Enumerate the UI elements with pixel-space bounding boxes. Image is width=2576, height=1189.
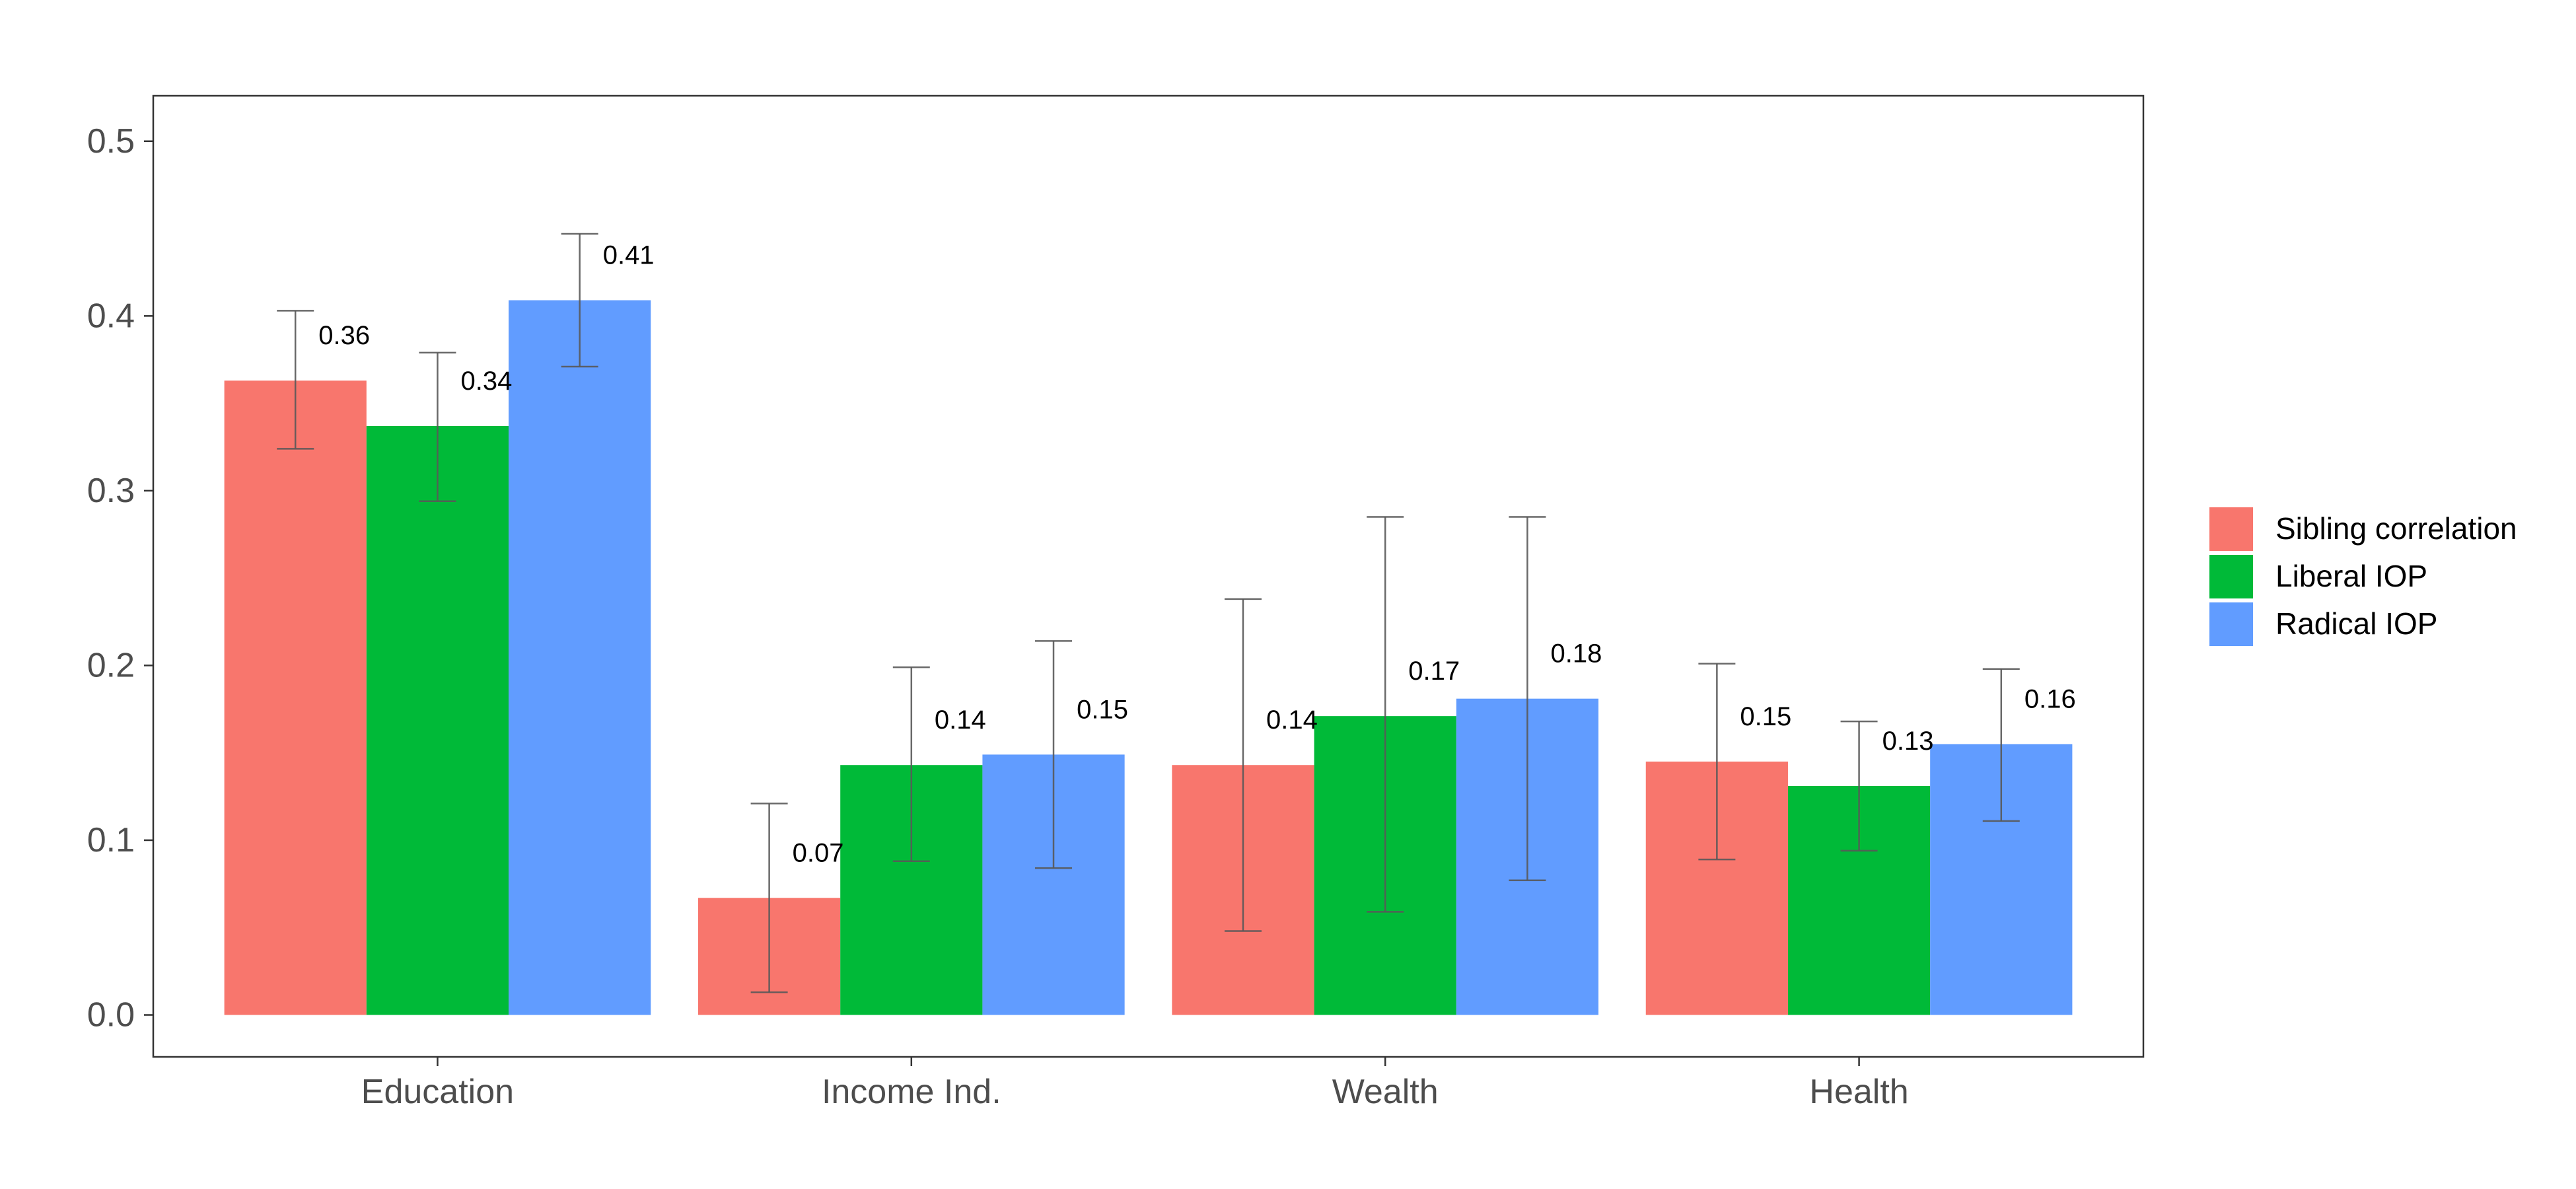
x-axis: Education Income Ind. Wealth Health bbox=[361, 1057, 1909, 1111]
data-label: 0.07 bbox=[793, 838, 844, 867]
data-label: 0.16 bbox=[2024, 684, 2076, 713]
error-bar bbox=[277, 310, 314, 450]
legend-key bbox=[2209, 507, 2253, 551]
legend-label: Sibling correlation bbox=[2275, 511, 2517, 546]
error-bar bbox=[750, 803, 788, 993]
data-label: 0.36 bbox=[318, 321, 370, 350]
y-tick-label: 0.4 bbox=[87, 297, 135, 335]
error-bar bbox=[892, 666, 930, 862]
bar bbox=[366, 425, 509, 1015]
data-label: 0.41 bbox=[603, 241, 655, 270]
data-label: 0.17 bbox=[1408, 657, 1460, 686]
y-axis: 0.0 0.1 0.2 0.3 0.4 0.5 bbox=[87, 122, 153, 1034]
data-label: 0.14 bbox=[935, 705, 986, 735]
data-label: 0.15 bbox=[1077, 695, 1128, 724]
data-label: 0.15 bbox=[1740, 702, 1791, 731]
error-bar bbox=[1509, 516, 1546, 882]
error-bar bbox=[1698, 663, 1736, 861]
error-bar bbox=[1982, 668, 2020, 822]
x-tick-label: Wealth bbox=[1332, 1073, 1439, 1111]
x-tick-label: Income Ind. bbox=[822, 1073, 1001, 1111]
bar bbox=[509, 300, 651, 1015]
data-label: 0.18 bbox=[1550, 639, 1602, 668]
error-bar bbox=[1035, 640, 1073, 869]
y-tick-label: 0.2 bbox=[87, 646, 135, 684]
error-bar bbox=[1224, 598, 1262, 932]
y-tick-label: 0.1 bbox=[87, 821, 135, 859]
plot-panel-border bbox=[152, 94, 2145, 1058]
y-tick-label: 0.5 bbox=[87, 122, 135, 161]
error-bar bbox=[1367, 516, 1404, 913]
x-tick-label: Education bbox=[361, 1073, 514, 1111]
data-labels-layer: 0.36 0.07 0.14 0.15 0.34 0.14 0.17 0.13 0.41 0.15… bbox=[318, 241, 2075, 868]
error-bars-layer bbox=[277, 233, 2020, 993]
y-tick-label: 0.0 bbox=[87, 996, 135, 1034]
bar bbox=[224, 380, 367, 1015]
legend: Sibling correlation Liberal IOP Radical IO… bbox=[2209, 507, 2517, 646]
legend-key bbox=[2209, 555, 2253, 598]
x-tick-label: Health bbox=[1809, 1073, 1908, 1111]
error-bar bbox=[1840, 720, 1878, 852]
data-label: 0.13 bbox=[1882, 727, 1934, 756]
bars-layer bbox=[224, 300, 2073, 1015]
data-label: 0.34 bbox=[460, 367, 512, 396]
legend-label: Liberal IOP bbox=[2275, 559, 2427, 593]
legend-label: Radical IOP bbox=[2275, 606, 2437, 641]
error-bar bbox=[419, 351, 456, 502]
legend-key bbox=[2209, 602, 2253, 646]
error-bar bbox=[561, 233, 598, 368]
y-tick-label: 0.3 bbox=[87, 472, 135, 510]
data-label: 0.14 bbox=[1266, 705, 1318, 735]
